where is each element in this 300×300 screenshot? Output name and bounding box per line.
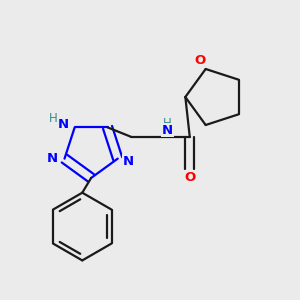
Text: H: H — [163, 117, 172, 130]
Text: H: H — [49, 112, 58, 125]
Text: N: N — [57, 118, 68, 131]
Text: N: N — [47, 152, 58, 165]
Text: O: O — [194, 54, 206, 67]
Text: N: N — [122, 155, 134, 168]
Text: N: N — [162, 124, 173, 137]
Text: O: O — [184, 171, 195, 184]
